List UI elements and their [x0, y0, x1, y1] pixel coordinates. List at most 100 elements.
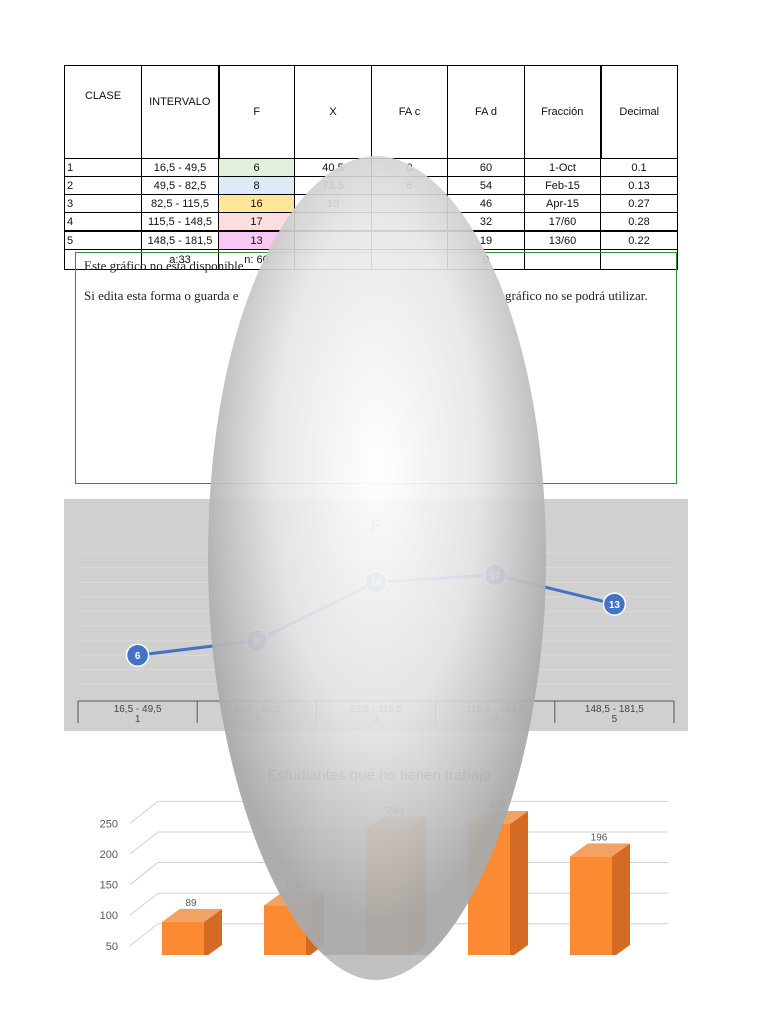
- cell-x: 73.5: [294, 176, 372, 195]
- cell-x: [294, 212, 372, 232]
- line-chart-tick-sublabel: 4: [492, 714, 498, 725]
- placeholder-line-1: Este gráfico no está disponible: [84, 258, 244, 273]
- line-chart-tick-sublabel: 1: [135, 714, 141, 725]
- bar-top: [162, 908, 222, 922]
- bar: [366, 829, 408, 955]
- cell-x: [294, 230, 372, 250]
- cell-fraccion: 1-Oct: [524, 158, 601, 177]
- cell-intervalo: 49,5 - 82,5: [141, 176, 219, 195]
- frequency-table: CLASE INTERVALO F X FA c FA d Fracción D…: [64, 65, 678, 270]
- bar-chart-title: Estudiantes que no tienen trabajo: [267, 767, 491, 784]
- cell-clase: 3: [64, 194, 142, 213]
- bar-side: [510, 810, 528, 955]
- bar-chart-gridline-depth: [129, 923, 159, 947]
- cell-clase: 5: [64, 230, 142, 250]
- bar-data-label: 89: [185, 898, 197, 909]
- header-fraccion: Fracción: [524, 65, 601, 159]
- placeholder-line-2: Si edita esta forma o guarda e gráfico n…: [84, 288, 668, 304]
- cell-clase: 4: [64, 212, 142, 232]
- sum-amplitude: a:33: [141, 249, 219, 270]
- cell-f: 13: [218, 230, 295, 250]
- bar-data-label: 249: [489, 800, 506, 811]
- cell-fraccion: 17/60: [524, 212, 601, 232]
- bar-chart-gridline-depth: [129, 892, 159, 916]
- bar-data-label: 116: [285, 881, 301, 892]
- bar-chart-gridline-depth: [129, 800, 159, 824]
- cell-f: 6: [218, 158, 295, 177]
- bar-chart-y-tick-label: 250: [100, 818, 118, 830]
- bar-chart-y-tick-label: 200: [100, 849, 118, 861]
- bar-top: [570, 843, 630, 857]
- bar-side: [612, 843, 630, 955]
- line-chart-data-label: 13: [609, 600, 621, 611]
- cell-decimal: 0.1: [600, 158, 678, 177]
- header-intervalo: INTERVALO: [141, 65, 219, 159]
- cell-fac: 6: [371, 176, 448, 195]
- line-chart-tick-label: 16,5 - 49,5: [114, 704, 162, 715]
- line-chart-tick-label: 148,5 - 181,5: [585, 704, 644, 715]
- cell-fad: 46: [447, 194, 525, 213]
- line-chart-tick-sublabel: 5: [612, 714, 618, 725]
- cell-x: 40.5: [294, 158, 372, 177]
- cell-fraccion: 13/60: [524, 230, 601, 250]
- cell-f: 8: [218, 176, 295, 195]
- bar-chart-y-tick-label: 150: [100, 880, 118, 892]
- header-decimal: Decimal: [599, 65, 678, 159]
- unemployed-students-bar-chart: Estudiantes que no tienen trabajo 50 100 15…: [80, 753, 678, 955]
- bar-side: [408, 816, 426, 955]
- cell-fraccion: Apr-15: [524, 194, 601, 213]
- bar-data-label: 196: [591, 832, 608, 843]
- header-fac: FA c: [371, 65, 448, 159]
- cell-fad: 54: [447, 176, 525, 195]
- cell-fad: 32: [447, 212, 525, 232]
- cell-clase: 2: [64, 176, 142, 195]
- cell-intervalo: 82,5 - 115,5: [141, 194, 219, 213]
- cell-intervalo: 148,5 - 181,5: [141, 230, 219, 250]
- cell-f: 17: [218, 212, 295, 232]
- cell-x: 10: [294, 194, 372, 213]
- header-fad: FA d: [447, 65, 525, 159]
- line-chart-data-label: 6: [135, 651, 141, 662]
- bar-chart-y-tick-label: 100: [100, 910, 118, 922]
- sum-decimal: [600, 249, 678, 270]
- cell-fac: [371, 230, 448, 250]
- table-row: 4 115,5 - 148,5 17 32 17/60 0.28: [64, 212, 678, 232]
- cell-fad: 19: [447, 230, 525, 250]
- line-chart-title: F: [371, 516, 381, 535]
- chart-unavailable-placeholder: Este gráfico no está disponible Si edita…: [75, 252, 677, 484]
- bar-chart-y-tick-label: 50: [106, 941, 118, 953]
- table-header-row: CLASE INTERVALO F X FA c FA d Fracción D…: [64, 65, 678, 159]
- cell-fad: 60: [447, 158, 525, 177]
- header-x: X: [294, 65, 372, 159]
- cell-decimal: 0.27: [600, 194, 678, 213]
- table-row: 3 82,5 - 115,5 16 10 46 Apr-15 0.27: [64, 194, 678, 213]
- line-chart-tick-sublabel: 2: [254, 714, 260, 725]
- bar-chart-gridline-depth: [129, 831, 159, 855]
- placeholder-line-2-end: gráfico no se podrá utilizar.: [505, 288, 648, 303]
- header-clase: CLASE: [64, 65, 142, 159]
- cell-fraccion: Feb-15: [524, 176, 601, 195]
- table-row: 2 49,5 - 82,5 8 73.5 6 54 Feb-15 0.13: [64, 176, 678, 195]
- cell-fac: [371, 212, 448, 232]
- bar: [468, 823, 510, 955]
- bar: [162, 921, 204, 955]
- cell-intervalo: 115,5 - 148,5: [141, 212, 219, 232]
- cell-fac: [371, 194, 448, 213]
- header-f: F: [217, 65, 295, 159]
- cell-decimal: 0.28: [600, 212, 678, 232]
- table-row: 5 148,5 - 181,5 13 19 13/60 0.22: [64, 230, 678, 250]
- placeholder-line-2-start: Si edita esta forma o guarda e: [84, 288, 239, 303]
- line-chart-point: [125, 643, 150, 667]
- cell-clase: 1: [64, 158, 142, 177]
- line-chart-data-label: 17: [490, 571, 502, 582]
- bar: [264, 905, 306, 955]
- bar-chart-gridline-depth: [129, 862, 159, 885]
- table-row: 1 16,5 - 49,5 6 40.5 0 60 1-Oct 0.1: [64, 158, 678, 177]
- bar-data-label: 240: [387, 805, 404, 816]
- line-chart-tick-sublabel: 3: [373, 714, 379, 725]
- line-chart-data-label: 8: [254, 637, 260, 648]
- cell-f: 16: [218, 194, 295, 213]
- line-chart-data-label: 16: [370, 578, 382, 589]
- line-chart-point: [602, 592, 627, 616]
